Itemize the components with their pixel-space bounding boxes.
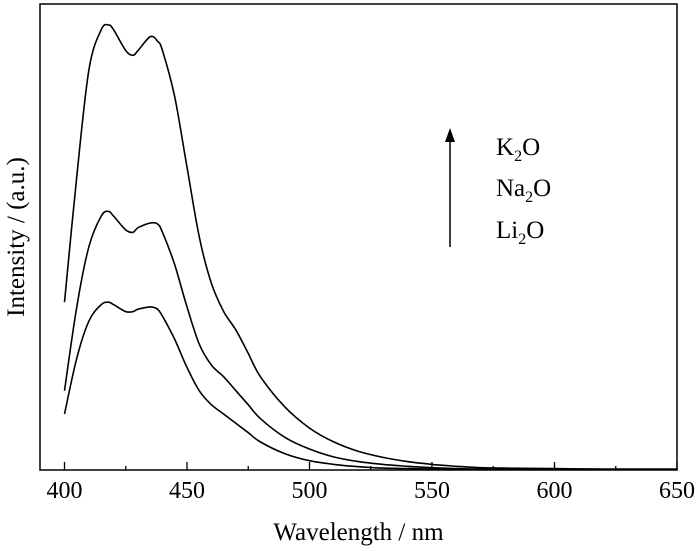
alkali-order-annotation: K2O Na2O Li2O (445, 128, 551, 248)
x-tick-label: 600 (537, 478, 573, 504)
x-axis-tick-labels: 400 450 500 550 600 650 (47, 478, 696, 504)
legend-label-na2o: Na2O (496, 175, 551, 206)
spectrum-series-1 (63, 23, 677, 470)
legend-label-k2o: K2O (496, 134, 540, 165)
legend-label-li2o: Li2O (496, 217, 544, 248)
plot-frame (39, 3, 678, 471)
x-tick-label: 400 (47, 478, 83, 504)
spectrum-curves (63, 23, 677, 471)
y-axis-label: Intensity / (a.u.) (3, 157, 30, 317)
spectrum-series-2 (63, 210, 677, 471)
arrow-head-icon (445, 128, 455, 142)
spectrum-series-3 (63, 301, 677, 471)
x-tick-label: 450 (169, 478, 205, 504)
x-tick-label: 550 (414, 478, 450, 504)
x-tick-label: 650 (659, 478, 695, 504)
x-axis-label: Wavelength / nm (273, 519, 444, 546)
x-tick-label: 500 (292, 478, 328, 504)
